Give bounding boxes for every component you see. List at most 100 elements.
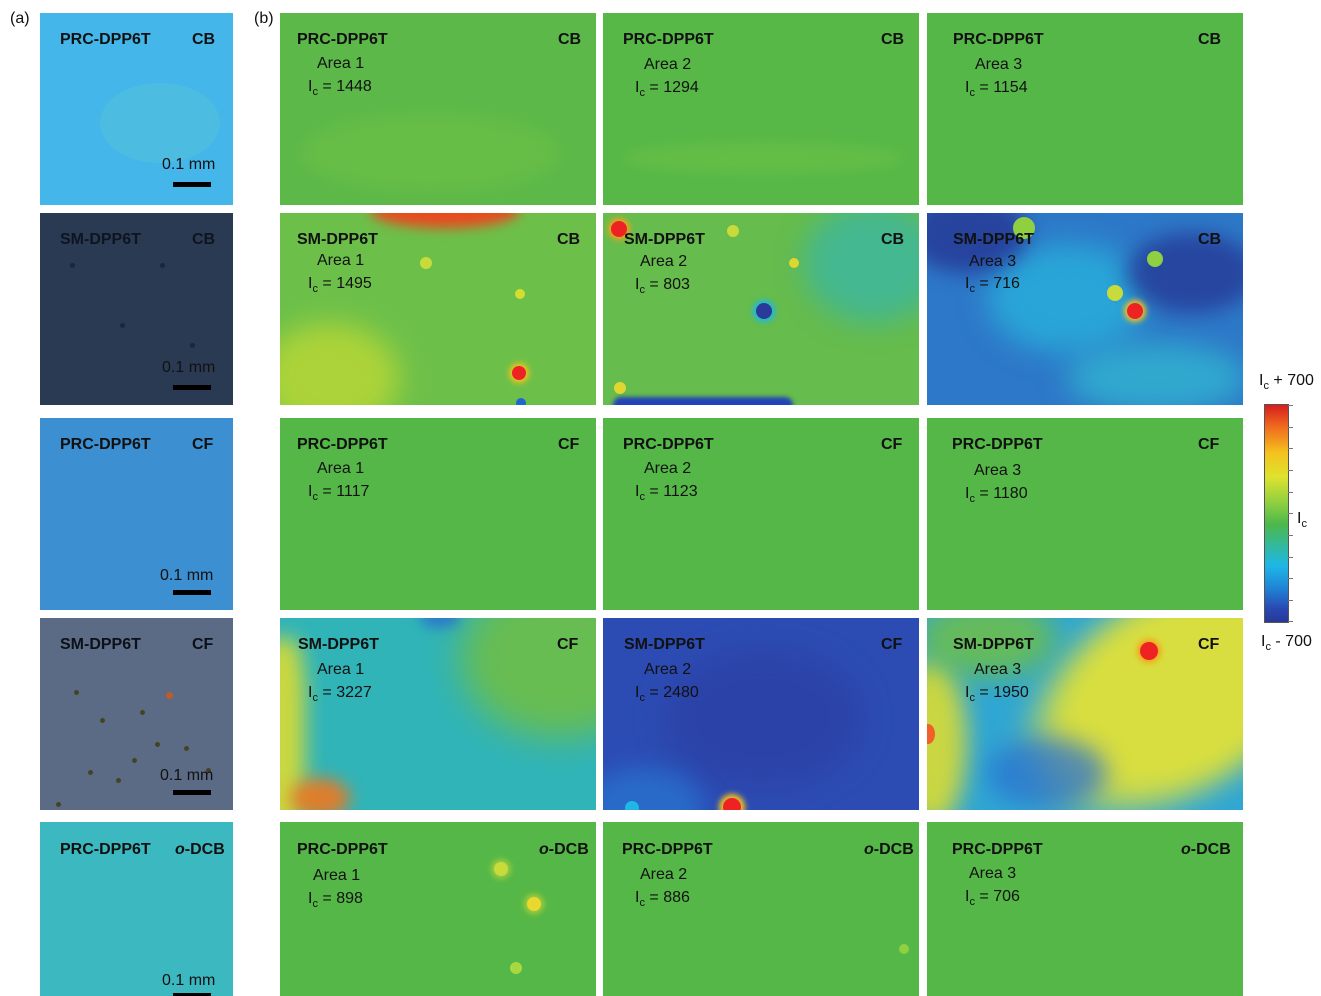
micro-solvent-label: CB (192, 231, 216, 248)
map-ic-label: Ic = 1154 (965, 79, 1028, 100)
map-area-label: Area 3 (974, 462, 1022, 479)
map-prc-odcb-area2: PRC-DPP6T o-DCB Area 2 Ic = 886 (603, 822, 919, 996)
map-solvent-label: CF (558, 436, 580, 453)
map-prc-odcb-area1: PRC-DPP6T o-DCB Area 1 Ic = 898 (280, 822, 596, 996)
map-material-label: PRC-DPP6T (623, 436, 714, 453)
map-material-label: PRC-DPP6T (952, 436, 1043, 453)
map-ic-label: Ic = 1495 (308, 275, 372, 296)
map-sm-cb-area2: SM-DPP6T CB Area 2 Ic = 803 (603, 213, 919, 405)
micrograph-prc-odcb: PRC-DPP6T o-DCB 0.1 mm (40, 822, 233, 996)
map-solvent-label: CB (881, 231, 905, 248)
map-ic-label: Ic = 1448 (308, 78, 372, 99)
micro-material-label: SM-DPP6T (60, 636, 141, 653)
map-solvent-label: CF (881, 636, 903, 653)
map-ic-label: Ic = 716 (965, 275, 1020, 296)
map-area-label: Area 1 (317, 55, 365, 72)
colorbar-mid-label: Ic (1297, 510, 1307, 531)
map-material-label: SM-DPP6T (953, 231, 1034, 248)
scale-bar-label: 0.1 mm (162, 359, 216, 376)
micro-solvent-label: CF (192, 436, 214, 453)
map-ic-label: Ic = 803 (635, 276, 690, 297)
micro-solvent-label: o-DCB (175, 841, 225, 858)
scale-bar (173, 790, 211, 795)
map-area-label: Area 2 (644, 460, 692, 477)
micrograph-prc-cf: PRC-DPP6T CF 0.1 mm (40, 418, 233, 610)
map-material-label: SM-DPP6T (624, 231, 705, 248)
map-material-label: SM-DPP6T (953, 636, 1034, 653)
map-solvent-label: CF (1198, 436, 1220, 453)
map-ic-label: Ic = 3227 (308, 684, 372, 705)
map-sm-cb-area1: SM-DPP6T CB Area 1 Ic = 1495 (280, 213, 596, 405)
map-area-label: Area 3 (969, 865, 1017, 882)
scale-bar-label: 0.1 mm (162, 972, 216, 989)
map-material-label: PRC-DPP6T (297, 841, 388, 858)
map-area-label: Area 2 (644, 56, 692, 73)
micrograph-sm-cb: SM-DPP6T CB 0.1 mm (40, 213, 233, 405)
map-solvent-label: CB (557, 231, 581, 248)
map-area-label: Area 2 (640, 253, 688, 270)
micro-material-label: PRC-DPP6T (60, 841, 151, 858)
map-prc-odcb-area3: PRC-DPP6T o-DCB Area 3 Ic = 706 (927, 822, 1243, 996)
map-sm-cb-area3: SM-DPP6T CB Area 3 Ic = 716 (927, 213, 1243, 405)
map-solvent-label: CB (1198, 31, 1222, 48)
map-area-label: Area 1 (313, 867, 361, 884)
micrograph-prc-cb: PRC-DPP6T CB 0.1 mm (40, 13, 233, 205)
scale-bar (173, 182, 211, 187)
scale-bar (173, 385, 211, 390)
scale-bar-label: 0.1 mm (162, 156, 216, 173)
map-ic-label: Ic = 1123 (635, 483, 698, 504)
map-material-label: PRC-DPP6T (953, 31, 1044, 48)
panel-label-b: (b) (254, 10, 274, 27)
panel-label-a: (a) (10, 10, 30, 27)
map-prc-cf-area3: PRC-DPP6T CF Area 3 Ic = 1180 (927, 418, 1243, 610)
map-solvent-label: o-DCB (864, 841, 914, 858)
micro-material-label: PRC-DPP6T (60, 31, 151, 48)
map-sm-cf-area1: SM-DPP6T CF Area 1 Ic = 3227 (280, 618, 596, 810)
map-area-label: Area 3 (975, 56, 1023, 73)
map-solvent-label: o-DCB (539, 841, 589, 858)
map-material-label: PRC-DPP6T (622, 841, 713, 858)
map-solvent-label: CB (1198, 231, 1222, 248)
micro-material-label: SM-DPP6T (60, 231, 141, 248)
map-solvent-label: CB (558, 31, 582, 48)
map-material-label: PRC-DPP6T (297, 31, 388, 48)
map-area-label: Area 1 (317, 460, 365, 477)
map-solvent-label: o-DCB (1181, 841, 1231, 858)
map-solvent-label: CF (1198, 636, 1220, 653)
scale-bar (173, 590, 211, 595)
map-material-label: PRC-DPP6T (623, 31, 714, 48)
map-solvent-label: CF (557, 636, 579, 653)
map-ic-label: Ic = 886 (635, 889, 690, 910)
map-area-label: Area 2 (644, 661, 692, 678)
map-ic-label: Ic = 2480 (635, 684, 699, 705)
map-material-label: SM-DPP6T (297, 231, 378, 248)
scale-bar-label: 0.1 mm (160, 567, 214, 584)
micro-solvent-label: CF (192, 636, 214, 653)
map-area-label: Area 2 (640, 866, 688, 883)
micrograph-sm-cf: SM-DPP6T CF 0.1 mm (40, 618, 233, 810)
map-material-label: PRC-DPP6T (952, 841, 1043, 858)
map-prc-cb-area1: PRC-DPP6T CB Area 1 Ic = 1448 (280, 13, 596, 205)
map-solvent-label: CB (881, 31, 905, 48)
map-area-label: Area 3 (969, 253, 1017, 270)
map-ic-label: Ic = 898 (308, 890, 363, 911)
map-prc-cf-area1: PRC-DPP6T CF Area 1 Ic = 1117 (280, 418, 596, 610)
map-sm-cf-area3: SM-DPP6T CF Area 3 Ic = 1950 (927, 618, 1243, 810)
map-ic-label: Ic = 1180 (965, 485, 1028, 506)
map-solvent-label: CF (881, 436, 903, 453)
scale-bar (173, 993, 211, 996)
map-area-label: Area 3 (974, 661, 1022, 678)
colorbar-top-label: Ic + 700 (1259, 372, 1314, 393)
colorbar (1264, 404, 1289, 623)
map-area-label: Area 1 (317, 661, 365, 678)
map-prc-cf-area2: PRC-DPP6T CF Area 2 Ic = 1123 (603, 418, 919, 610)
map-sm-cf-area2: SM-DPP6T CF Area 2 Ic = 2480 (603, 618, 919, 810)
map-prc-cb-area3: PRC-DPP6T CB Area 3 Ic = 1154 (927, 13, 1243, 205)
map-area-label: Area 1 (317, 252, 365, 269)
map-ic-label: Ic = 1294 (635, 79, 699, 100)
micro-solvent-label: CB (192, 31, 216, 48)
micro-material-label: PRC-DPP6T (60, 436, 151, 453)
map-ic-label: Ic = 1950 (965, 684, 1029, 705)
map-ic-label: Ic = 1117 (308, 483, 370, 504)
map-material-label: PRC-DPP6T (297, 436, 388, 453)
